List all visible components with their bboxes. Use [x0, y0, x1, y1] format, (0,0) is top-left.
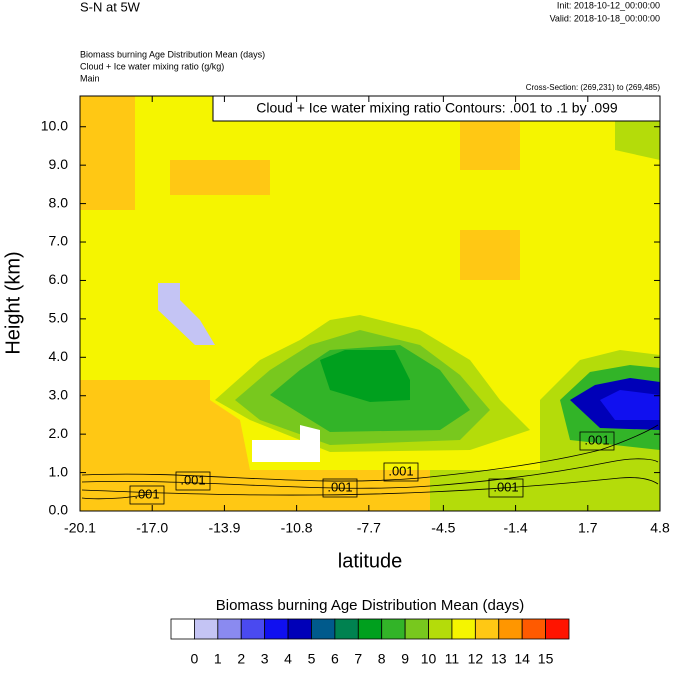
- colorbar-label: 4: [284, 651, 292, 667]
- field: [80, 96, 660, 511]
- y-tick-label: 6.0: [49, 271, 69, 287]
- field-region: [320, 350, 410, 402]
- colorbar-label: 3: [261, 651, 269, 667]
- colorbar-box: [264, 618, 289, 640]
- colorbar-box: [545, 618, 570, 640]
- field-region: [80, 380, 430, 511]
- colorbar-label: 5: [308, 651, 316, 667]
- x-tick-label: -20.1: [64, 520, 96, 536]
- field-region: [80, 96, 135, 210]
- colorbar-label: 10: [421, 651, 437, 667]
- contour-label: .001: [180, 472, 205, 487]
- y-axis-label: Height (km): [2, 251, 24, 354]
- y-tick-label: 8.0: [49, 194, 69, 210]
- x-tick-label: -10.8: [281, 520, 313, 536]
- colorbar-box: [194, 618, 219, 640]
- field-name: Biomass burning Age Distribution Mean (d…: [80, 49, 265, 59]
- x-tick-label: -13.9: [208, 520, 240, 536]
- colorbar-box: [474, 618, 500, 640]
- colorbar-title: Biomass burning Age Distribution Mean (d…: [216, 597, 524, 614]
- contour-note-box: [212, 95, 661, 122]
- field-name: Cloud + Ice water mixing ratio (g/kg): [80, 61, 224, 71]
- colorbar-label: 6: [331, 651, 339, 667]
- contour-label-box: [322, 478, 358, 498]
- x-axis-label: latitude: [338, 550, 403, 572]
- colorbar-box: [498, 618, 523, 640]
- contour-label: .001: [493, 479, 518, 494]
- contour-line: [81, 424, 659, 482]
- y-tick-label: 3.0: [49, 386, 69, 402]
- colorbar-box: [287, 618, 312, 640]
- x-tick-label: -4.5: [431, 520, 455, 536]
- contour-label: .001: [584, 432, 609, 447]
- y-tick-label: 2.0: [49, 425, 69, 441]
- colorbar-label: 2: [237, 651, 245, 667]
- init-time: Init: 2018-10-12_00:00:00: [557, 0, 660, 10]
- valid-time: Valid: 2018-10-18_00:00:00: [550, 13, 660, 23]
- contour-label-box: [579, 431, 615, 451]
- y-tick-label: 0.0: [49, 502, 69, 518]
- colorbar-label: 15: [538, 651, 554, 667]
- contour-note: Cloud + Ice water mixing ratio Contours:…: [256, 100, 618, 116]
- colorbar-label: 1: [214, 651, 222, 667]
- x-tick-label: -7.7: [357, 520, 381, 536]
- contour-label-box: [488, 478, 524, 498]
- contours: [81, 424, 659, 500]
- contour-label-box: [383, 462, 419, 482]
- field-region: [158, 283, 215, 345]
- y-tick-label: 1.0: [49, 463, 69, 479]
- colorbar-label: 13: [491, 651, 507, 667]
- contour-line: [81, 477, 659, 496]
- x-tick-label: -1.4: [504, 520, 528, 536]
- y-tick-label: 7.0: [49, 233, 69, 249]
- colorbar-label: 7: [354, 651, 362, 667]
- colorbar-box: [217, 618, 242, 640]
- colorbar-box: [357, 618, 383, 640]
- y-tick-label: 5.0: [49, 310, 69, 326]
- y-tick-label: 10.0: [41, 117, 68, 133]
- colorbar-box: [311, 618, 336, 640]
- colorbar-label: 14: [514, 651, 530, 667]
- colorbar-box: [451, 618, 476, 640]
- x-tick-label: 4.8: [650, 520, 670, 536]
- colorbar-box: [381, 618, 406, 640]
- x-tick-label: -17.0: [136, 520, 168, 536]
- colorbar-label: 9: [401, 651, 409, 667]
- y-tick-label: 9.0: [49, 156, 69, 172]
- field-region: [600, 390, 660, 420]
- colorbar-box: [170, 618, 195, 640]
- colorbar-box: [404, 618, 429, 640]
- field-region: [170, 160, 270, 195]
- contour-label: .001: [134, 486, 159, 501]
- field-name: Main: [80, 73, 100, 83]
- colorbar-box: [428, 618, 453, 640]
- contour-line: [81, 493, 151, 500]
- colorbar-label: 8: [378, 651, 386, 667]
- contour-label: .001: [388, 463, 413, 478]
- colorbar-box: [521, 618, 546, 640]
- field-region: [252, 425, 320, 462]
- colorbar-label: 0: [191, 651, 199, 667]
- colorbar-box: [334, 618, 359, 640]
- colorbar-label: 12: [468, 651, 484, 667]
- y-tick-label: 4.0: [49, 348, 69, 364]
- field-region: [460, 230, 520, 280]
- colorbar-label: 11: [445, 651, 460, 667]
- contour-label: .001: [327, 479, 352, 494]
- x-tick-label: 1.7: [578, 520, 598, 536]
- cross-section: Cross-Section: (269,231) to (269,485): [526, 83, 661, 92]
- chart-title: S-N at 5W: [80, 0, 141, 14]
- contour-line: [81, 458, 659, 489]
- contour-label-box: [175, 471, 211, 491]
- field-region: [430, 470, 660, 511]
- contour-label-box: [129, 485, 165, 505]
- colorbar-box: [240, 618, 266, 640]
